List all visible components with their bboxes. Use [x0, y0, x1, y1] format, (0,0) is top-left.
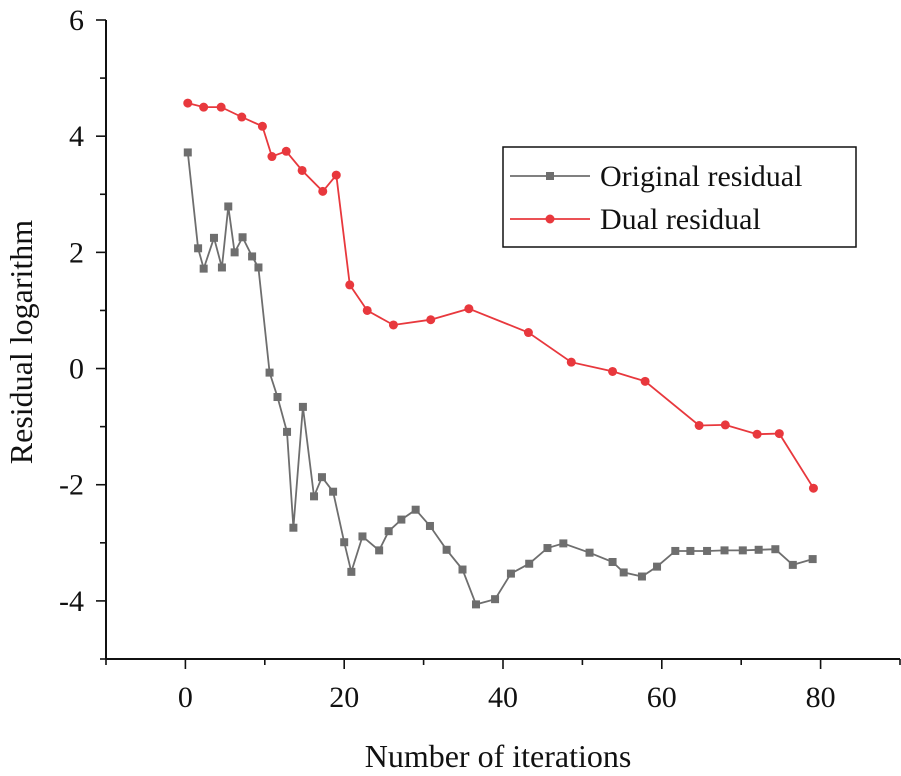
- x-tick-label: 80: [806, 681, 836, 714]
- data-point: [347, 567, 356, 576]
- data-point: [237, 112, 247, 122]
- data-point: [694, 420, 704, 430]
- data-point: [771, 545, 780, 554]
- data-point: [217, 263, 226, 272]
- data-point: [426, 315, 436, 325]
- data-point: [472, 600, 481, 609]
- data-point: [566, 357, 576, 367]
- data-point: [183, 98, 193, 108]
- data-point: [310, 492, 319, 501]
- data-point: [637, 572, 646, 581]
- data-point: [358, 532, 367, 541]
- data-point: [608, 557, 617, 566]
- data-point: [671, 546, 680, 555]
- data-point: [464, 304, 474, 314]
- data-point: [289, 523, 298, 532]
- data-point: [788, 560, 797, 569]
- data-point: [640, 376, 650, 386]
- data-point: [738, 546, 747, 555]
- x-tick-label: 60: [647, 681, 677, 714]
- data-point: [619, 568, 628, 577]
- data-point: [194, 244, 203, 253]
- y-tick-label: 0: [69, 353, 84, 386]
- data-point: [543, 544, 552, 553]
- data-point: [808, 555, 817, 564]
- series-original-residual: [183, 148, 817, 609]
- data-point: [257, 121, 267, 131]
- data-point: [397, 515, 406, 524]
- legend-label-dual: Dual residual: [600, 203, 761, 236]
- y-tick-label: 4: [69, 120, 84, 153]
- data-point: [199, 102, 209, 112]
- y-tick-label: 6: [69, 4, 84, 37]
- y-tick-label: -2: [59, 469, 84, 502]
- data-point: [442, 545, 451, 554]
- data-point: [425, 521, 434, 530]
- legend-box: [502, 146, 857, 248]
- data-point: [297, 165, 307, 175]
- data-point: [525, 559, 534, 568]
- data-point: [523, 328, 533, 338]
- data-point: [209, 233, 218, 242]
- data-point: [720, 420, 730, 430]
- data-point: [585, 548, 594, 557]
- legend: Original residual Dual residual: [502, 146, 857, 248]
- data-point: [248, 252, 257, 261]
- data-point: [254, 263, 263, 272]
- y-tick-label: 2: [69, 236, 84, 269]
- legend-marker-dual: [545, 214, 555, 224]
- data-point: [329, 487, 338, 496]
- data-point: [458, 565, 467, 574]
- data-point: [608, 366, 618, 376]
- data-point: [265, 368, 274, 377]
- data-point: [199, 264, 208, 273]
- data-point: [720, 546, 729, 555]
- data-point: [559, 539, 568, 548]
- data-point: [754, 545, 763, 554]
- x-tick-label: 0: [178, 681, 193, 714]
- series-layer: [183, 98, 818, 609]
- data-point: [216, 102, 226, 112]
- data-point: [281, 146, 291, 156]
- data-point: [808, 483, 818, 493]
- y-tick-label: -4: [59, 585, 84, 618]
- data-point: [375, 546, 384, 555]
- data-point: [183, 148, 192, 157]
- data-point: [774, 429, 784, 439]
- data-point: [506, 569, 515, 578]
- data-point: [230, 248, 239, 257]
- data-point: [317, 473, 326, 482]
- data-point: [298, 402, 307, 411]
- data-point: [384, 527, 393, 536]
- data-point: [703, 546, 712, 555]
- data-point: [653, 562, 662, 571]
- x-tick-label: 20: [329, 681, 359, 714]
- data-point: [267, 152, 277, 162]
- data-point: [283, 427, 292, 436]
- data-point: [491, 595, 500, 604]
- data-point: [340, 538, 349, 547]
- data-point: [752, 429, 762, 439]
- data-point: [388, 320, 398, 330]
- legend-marker-original: [546, 172, 554, 180]
- legend-label-original: Original residual: [600, 160, 802, 193]
- x-axis-title: Number of iterations: [365, 738, 632, 774]
- data-point: [331, 170, 341, 180]
- data-point: [686, 546, 695, 555]
- data-point: [362, 305, 372, 315]
- x-tick-label: 40: [488, 681, 518, 714]
- data-point: [273, 393, 282, 402]
- y-axis-title: Residual logarithm: [3, 220, 39, 465]
- data-point: [345, 280, 355, 290]
- series-dual-residual: [183, 98, 818, 493]
- data-point: [411, 505, 420, 514]
- data-point: [224, 202, 233, 211]
- data-point: [238, 233, 247, 242]
- data-point: [318, 186, 328, 196]
